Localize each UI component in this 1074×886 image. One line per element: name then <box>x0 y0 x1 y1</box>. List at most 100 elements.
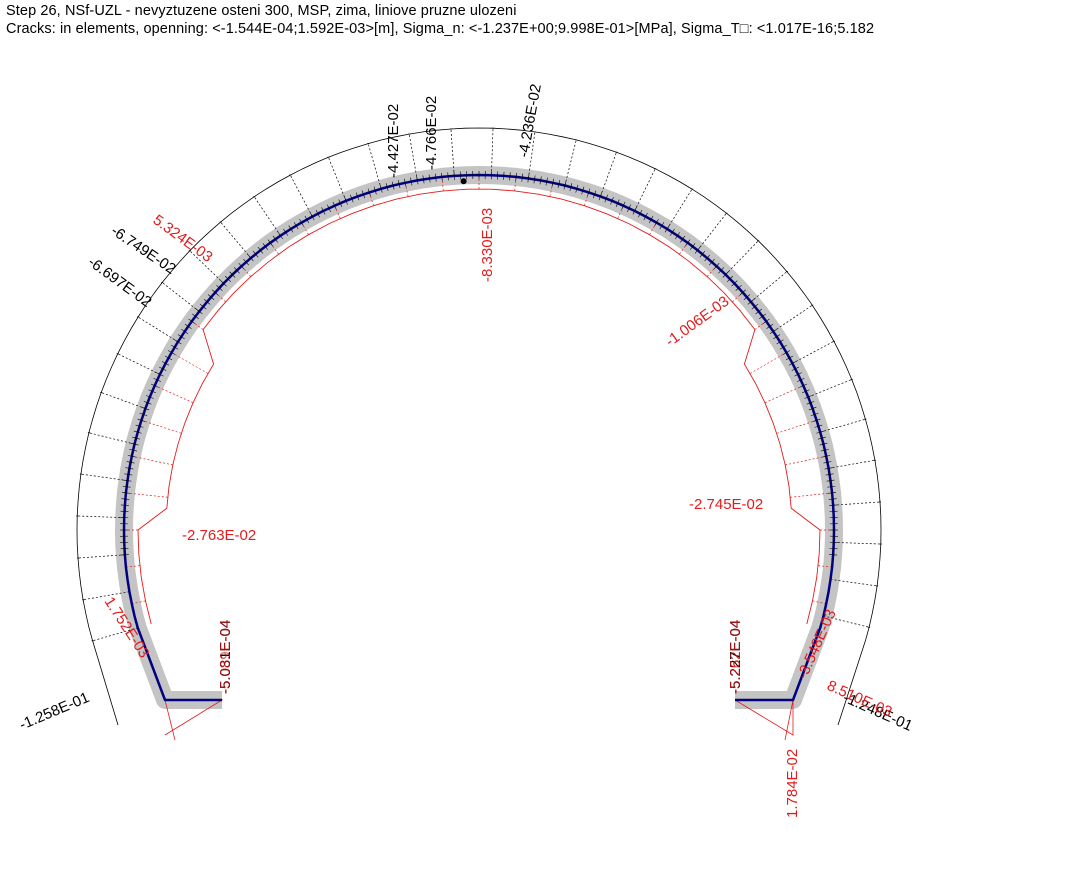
stress-label: -1.006E-03 <box>662 293 732 350</box>
crack-mark <box>654 218 659 227</box>
crack-mark <box>575 184 579 193</box>
crack-mark <box>751 303 759 310</box>
crack-mark <box>156 372 164 377</box>
crack-mark <box>123 479 132 482</box>
stress-ordinate <box>790 492 833 498</box>
crack-mark <box>161 361 170 366</box>
crack-mark <box>229 271 236 278</box>
crack-mark <box>344 197 348 205</box>
crack-mark <box>621 201 626 210</box>
crack-mark <box>817 436 826 440</box>
crack-mark <box>385 183 389 192</box>
crack-mark <box>503 171 505 180</box>
crack-mark <box>150 383 159 388</box>
crack-mark <box>699 250 706 258</box>
crack-mark <box>129 448 138 452</box>
crack-mark <box>315 209 320 218</box>
diagram-subtitle: Cracks: in elements, openning: <-1.544E-… <box>6 21 875 37</box>
crack-mark <box>527 174 530 183</box>
crack-mark <box>804 395 812 399</box>
crack-mark <box>143 401 152 405</box>
crown-dot <box>460 178 467 185</box>
crack-mark <box>216 284 223 291</box>
crack-mark <box>680 235 686 243</box>
crack-mark <box>638 209 643 218</box>
stacked-label: -5.262E-04 <box>727 620 744 694</box>
crack-mark <box>739 289 746 296</box>
crack-mark <box>812 418 821 422</box>
crack-mark <box>174 339 182 345</box>
crack-mark <box>243 258 249 266</box>
crack-mark <box>801 389 810 394</box>
crack-mark <box>604 194 608 203</box>
crack-mark <box>828 498 837 500</box>
crack-mark <box>581 186 585 195</box>
crack-mark <box>350 194 354 203</box>
crack-mark <box>257 246 264 254</box>
crack-mark <box>769 329 777 334</box>
stress-ordinate <box>764 385 804 404</box>
crack-mark <box>428 174 431 183</box>
crack-mark <box>184 323 192 329</box>
crack-mark <box>177 334 185 340</box>
crack-mark <box>416 176 419 185</box>
crack-mark <box>823 461 832 464</box>
crack-mark <box>826 479 835 482</box>
crack-mark <box>293 222 299 230</box>
crack-mark <box>207 294 215 300</box>
stress-label: 8.510E-03 <box>824 677 894 721</box>
crack-mark <box>816 430 825 434</box>
crack-mark <box>785 355 794 361</box>
crack-mark <box>332 201 337 210</box>
crack-mark <box>212 289 219 296</box>
crack-mark <box>267 239 273 247</box>
stress-ordinate <box>125 492 168 498</box>
crack-mark <box>731 280 738 287</box>
crack-mark <box>153 378 162 382</box>
crack-mark <box>164 355 173 361</box>
crack-mark <box>126 461 135 464</box>
crack-mark <box>648 215 654 224</box>
crack-mark <box>288 225 294 233</box>
crack-mark <box>557 180 561 189</box>
crack-mark <box>441 172 443 181</box>
crack-mark <box>806 401 815 405</box>
crack-mark <box>125 467 134 470</box>
crack-mark <box>158 366 167 371</box>
crack-mark <box>685 239 691 247</box>
stress-label: -2.763E-02 <box>182 527 256 544</box>
crack-mark <box>664 225 670 233</box>
stress-label: 1.784E-02 <box>784 749 801 818</box>
stacked-label: -5.089E-04 <box>217 620 234 694</box>
crack-mark <box>788 361 797 366</box>
crack-mark <box>299 218 304 227</box>
crack-mark <box>819 442 828 446</box>
crack-mark <box>321 207 326 215</box>
crack-mark <box>139 412 148 417</box>
crack-mark <box>278 232 283 240</box>
crack-mark <box>355 192 360 201</box>
crack-mark <box>434 173 437 182</box>
crack-mark <box>238 263 245 270</box>
crack-mark <box>203 299 211 305</box>
crack-mark <box>533 175 536 184</box>
crack-mark <box>545 177 548 186</box>
crack-mark <box>779 344 787 350</box>
diagram-title: Step 26, NSf-UZL - nevyztuzene osteni 30… <box>6 3 517 19</box>
crack-mark <box>669 228 675 236</box>
stress-ordinate <box>785 455 827 466</box>
crack-mark <box>122 485 131 488</box>
crack-mark <box>713 263 720 270</box>
crack-mark <box>726 275 734 283</box>
crack-mark <box>704 254 710 262</box>
crack-mark <box>762 318 770 324</box>
stress-ordinate <box>154 385 194 404</box>
crack-marks <box>120 171 838 556</box>
crack-mark <box>814 424 823 428</box>
crack-mark <box>791 366 800 371</box>
crack-label: -4.236E-02 <box>515 83 545 159</box>
crack-mark <box>827 485 836 488</box>
crack-opening-outer-boundary <box>76 127 882 726</box>
stress-curve <box>137 188 821 625</box>
